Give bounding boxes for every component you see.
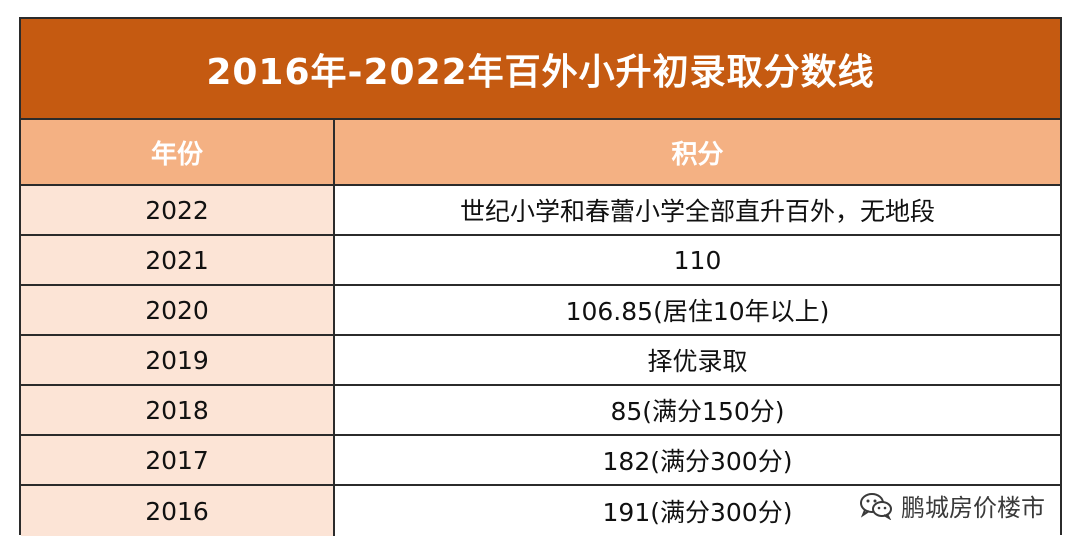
- score-cell: 182(满分300分): [335, 436, 1060, 484]
- header-score: 积分: [671, 139, 724, 170]
- header-year: 年份: [21, 120, 335, 184]
- watermark-text: 鹏城房价楼市: [901, 494, 1045, 522]
- table-row: 2021 110: [21, 236, 1060, 286]
- table-row: 2020 106.85(居住10年以上): [21, 286, 1060, 336]
- score-cell: 106.85(居住10年以上): [335, 286, 1060, 334]
- table-row: 2019 择优录取: [21, 336, 1060, 386]
- score-cell: 择优录取: [335, 336, 1060, 384]
- score-cell: 85(满分150分): [335, 386, 1060, 434]
- year-cell: 2016: [21, 486, 335, 536]
- table-row: 2017 182(满分300分): [21, 436, 1060, 486]
- year-cell: 2020: [21, 286, 335, 334]
- score-cell: 110: [335, 236, 1060, 284]
- table-row: 2018 85(满分150分): [21, 386, 1060, 436]
- year-cell: 2017: [21, 436, 335, 484]
- table-title: 2016年-2022年百外小升初录取分数线: [21, 19, 1060, 120]
- watermark: 鹏城房价楼市: [859, 488, 1045, 523]
- score-cell: 世纪小学和春蕾小学全部直升百外，无地段: [335, 186, 1060, 234]
- table-row: 2016 191(满分300分): [21, 486, 1060, 536]
- year-cell: 2022: [21, 186, 335, 234]
- year-cell: 2021: [21, 236, 335, 284]
- year-cell: 2018: [21, 386, 335, 434]
- wechat-icon: [859, 492, 893, 521]
- score-table: 2016年-2022年百外小升初录取分数线 年份 积分 2022 世纪小学和春蕾…: [19, 17, 1062, 536]
- table-header-row: 年份 积分: [21, 120, 1060, 186]
- score-cell: 191(满分300分): [335, 486, 1060, 536]
- year-cell: 2019: [21, 336, 335, 384]
- table-row: 2022 世纪小学和春蕾小学全部直升百外，无地段: [21, 186, 1060, 236]
